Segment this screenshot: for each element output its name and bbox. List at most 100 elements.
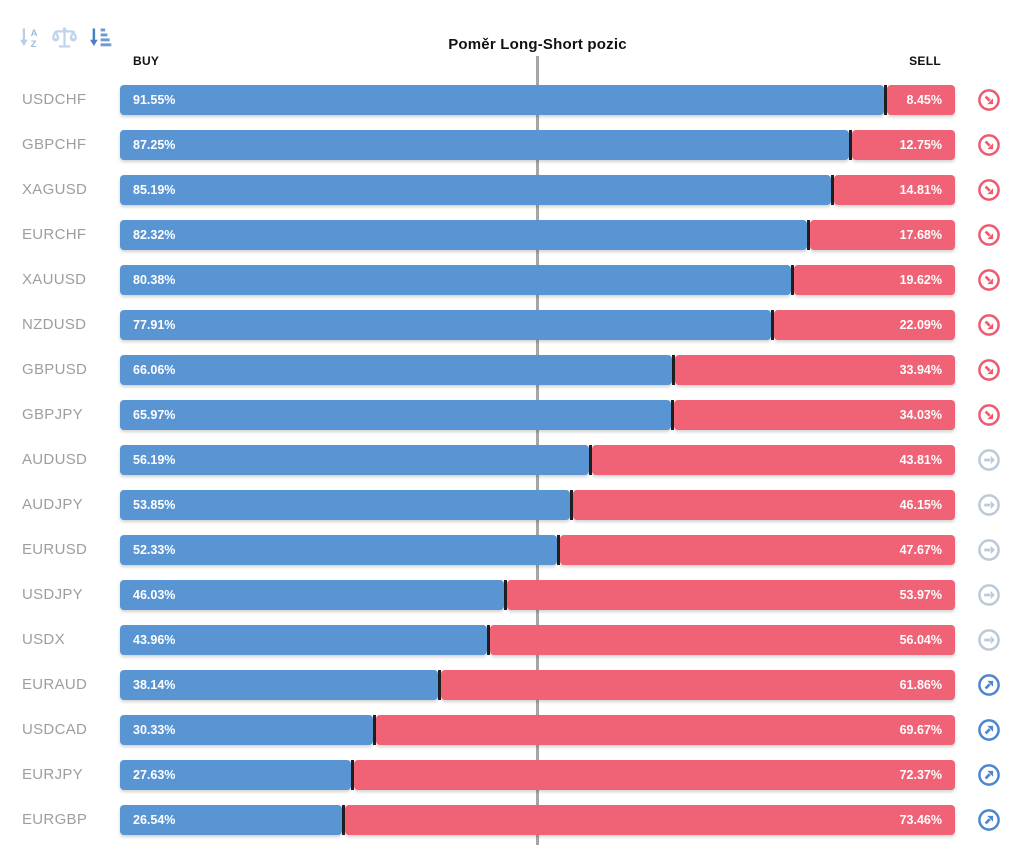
sell-segment[interactable]: 73.46% <box>344 804 955 835</box>
buy-segment[interactable]: 30.33% <box>120 714 374 745</box>
trend-icon-cell[interactable] <box>955 718 1023 742</box>
sell-segment[interactable]: 19.62% <box>794 264 955 295</box>
trend-right-icon[interactable] <box>977 583 1001 607</box>
sell-segment[interactable]: 43.81% <box>592 444 955 475</box>
sell-segment[interactable]: 12.75% <box>851 129 955 160</box>
sell-value: 14.81% <box>899 182 942 197</box>
buy-segment[interactable]: 38.14% <box>120 669 439 700</box>
trend-up-icon[interactable] <box>977 808 1001 832</box>
buy-segment[interactable]: 26.54% <box>120 804 342 835</box>
trend-up-icon[interactable] <box>977 718 1001 742</box>
trend-icon-cell[interactable] <box>955 178 1023 202</box>
trend-icon-cell[interactable] <box>955 763 1023 787</box>
trend-right-icon[interactable] <box>977 448 1001 472</box>
buy-segment[interactable]: 66.06% <box>120 354 672 385</box>
ratio-bar[interactable]: 82.32% 17.68% <box>120 219 955 250</box>
buy-value: 66.06% <box>133 362 176 377</box>
trend-right-icon[interactable] <box>977 493 1001 517</box>
trend-icon-cell[interactable] <box>955 358 1023 382</box>
sell-segment[interactable]: 72.37% <box>353 759 955 790</box>
trend-down-icon[interactable] <box>977 223 1001 247</box>
balance-scale-icon[interactable] <box>50 24 79 51</box>
trend-up-icon[interactable] <box>977 673 1001 697</box>
trend-icon-cell[interactable] <box>955 538 1023 562</box>
ratio-bar[interactable]: 91.55% 8.45% <box>120 84 955 115</box>
trend-down-icon[interactable] <box>977 133 1001 157</box>
trend-right-icon[interactable] <box>977 538 1001 562</box>
trend-icon-cell[interactable] <box>955 808 1023 832</box>
segment-divider-marker <box>504 579 508 610</box>
trend-icon-cell[interactable] <box>955 493 1023 517</box>
sell-segment[interactable]: 61.86% <box>441 669 955 700</box>
buy-segment[interactable]: 65.97% <box>120 399 671 430</box>
trend-icon-cell[interactable] <box>955 223 1023 247</box>
sort-amount-icon[interactable] <box>86 24 113 51</box>
sell-segment[interactable]: 53.97% <box>507 579 955 610</box>
ratio-bar[interactable]: 80.38% 19.62% <box>120 264 955 295</box>
sell-segment[interactable]: 56.04% <box>490 624 955 655</box>
trend-icon-cell[interactable] <box>955 628 1023 652</box>
trend-icon-cell[interactable] <box>955 583 1023 607</box>
ratio-bar[interactable]: 53.85% 46.15% <box>120 489 955 520</box>
ratio-bar[interactable]: 85.19% 14.81% <box>120 174 955 205</box>
buy-segment[interactable]: 52.33% <box>120 534 557 565</box>
sell-segment[interactable]: 14.81% <box>834 174 955 205</box>
buy-value: 56.19% <box>133 452 176 467</box>
sell-segment[interactable]: 33.94% <box>674 354 955 385</box>
sell-segment[interactable]: 69.67% <box>376 714 955 745</box>
buy-value: 26.54% <box>133 812 176 827</box>
pair-label: EURCHF <box>22 226 87 243</box>
ratio-bar[interactable]: 87.25% 12.75% <box>120 129 955 160</box>
trend-down-icon[interactable] <box>977 268 1001 292</box>
sell-segment[interactable]: 22.09% <box>773 309 955 340</box>
buy-segment[interactable]: 87.25% <box>120 129 849 160</box>
buy-segment[interactable]: 80.38% <box>120 264 792 295</box>
pair-label: USDJPY <box>22 586 83 603</box>
buy-segment[interactable]: 91.55% <box>120 84 885 115</box>
trend-down-icon[interactable] <box>977 178 1001 202</box>
ratio-bar[interactable]: 43.96% 56.04% <box>120 624 955 655</box>
trend-icon-cell[interactable] <box>955 268 1023 292</box>
ratio-bar[interactable]: 38.14% 61.86% <box>120 669 955 700</box>
ratio-bar[interactable]: 26.54% 73.46% <box>120 804 955 835</box>
sell-segment[interactable]: 34.03% <box>673 399 955 430</box>
trend-icon-cell[interactable] <box>955 673 1023 697</box>
ratio-bar[interactable]: 30.33% 69.67% <box>120 714 955 745</box>
trend-icon-cell[interactable] <box>955 88 1023 112</box>
buy-segment[interactable]: 85.19% <box>120 174 832 205</box>
ratio-bar[interactable]: 77.91% 22.09% <box>120 309 955 340</box>
ratio-bar[interactable]: 27.63% 72.37% <box>120 759 955 790</box>
sell-segment[interactable]: 17.68% <box>810 219 955 250</box>
ratio-bar[interactable]: 66.06% 33.94% <box>120 354 955 385</box>
sell-segment[interactable]: 47.67% <box>559 534 955 565</box>
pair-label: USDX <box>22 631 65 648</box>
trend-up-icon[interactable] <box>977 763 1001 787</box>
trend-icon-cell[interactable] <box>955 313 1023 337</box>
buy-segment[interactable]: 82.32% <box>120 219 808 250</box>
trend-right-icon[interactable] <box>977 628 1001 652</box>
ratio-bar[interactable]: 52.33% 47.67% <box>120 534 955 565</box>
trend-down-icon[interactable] <box>977 358 1001 382</box>
trend-icon-cell[interactable] <box>955 448 1023 472</box>
trend-down-icon[interactable] <box>977 88 1001 112</box>
sell-segment[interactable]: 8.45% <box>887 84 955 115</box>
trend-down-icon[interactable] <box>977 403 1001 427</box>
ratio-bar[interactable]: 56.19% 43.81% <box>120 444 955 475</box>
sell-segment[interactable]: 46.15% <box>572 489 955 520</box>
sell-value: 17.68% <box>899 227 942 242</box>
buy-segment[interactable]: 46.03% <box>120 579 505 610</box>
segment-divider-marker <box>884 84 888 115</box>
buy-segment[interactable]: 27.63% <box>120 759 351 790</box>
pair-label: EURAUD <box>22 676 88 693</box>
ratio-bar[interactable]: 65.97% 34.03% <box>120 399 955 430</box>
buy-segment[interactable]: 53.85% <box>120 489 570 520</box>
buy-segment[interactable]: 77.91% <box>120 309 771 340</box>
sort-alphabetical-icon[interactable]: A Z <box>16 24 43 51</box>
buy-segment[interactable]: 43.96% <box>120 624 488 655</box>
trend-icon-cell[interactable] <box>955 133 1023 157</box>
trend-down-icon[interactable] <box>977 313 1001 337</box>
segment-divider-marker <box>671 354 675 385</box>
buy-segment[interactable]: 56.19% <box>120 444 590 475</box>
trend-icon-cell[interactable] <box>955 403 1023 427</box>
ratio-bar[interactable]: 46.03% 53.97% <box>120 579 955 610</box>
